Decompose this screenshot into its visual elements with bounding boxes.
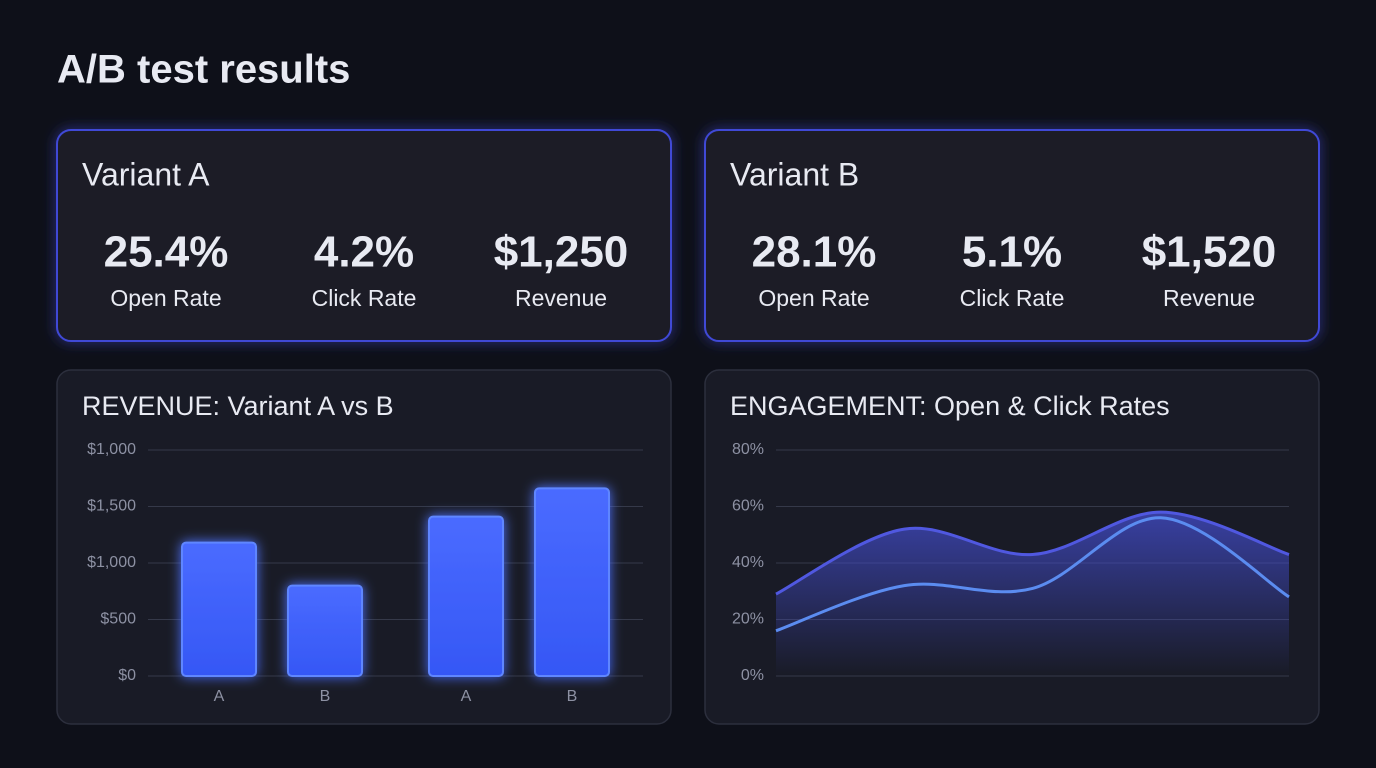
chart-title: ENGAGEMENT: Open & Click Rates xyxy=(730,391,1170,421)
metric-label: Click Rate xyxy=(312,285,417,311)
metric-label: Open Rate xyxy=(110,285,221,311)
page-title: A/B test results xyxy=(57,48,350,92)
variant-card xyxy=(56,129,672,342)
bar xyxy=(428,515,504,677)
variant-name: Variant A xyxy=(82,156,210,192)
x-tick-label: A xyxy=(461,688,472,705)
bar xyxy=(287,584,363,677)
chart-title: REVENUE: Variant A vs B xyxy=(82,391,394,421)
y-tick-label: 60% xyxy=(732,498,764,515)
metric-value: 4.2% xyxy=(314,228,414,277)
variant-card xyxy=(704,129,1320,342)
metric-value: 25.4% xyxy=(104,228,229,277)
y-tick-label: 0% xyxy=(741,667,764,684)
metric-label: Revenue xyxy=(1163,285,1255,311)
line xyxy=(775,510,1290,596)
x-tick-label: A xyxy=(214,688,225,705)
y-tick-label: $500 xyxy=(100,611,136,628)
area xyxy=(776,512,1289,676)
y-tick-label: $1,500 xyxy=(87,498,136,515)
bar xyxy=(534,487,610,678)
y-tick-label: 40% xyxy=(732,554,764,571)
y-tick-label: $0 xyxy=(118,667,136,684)
metric-value: $1,250 xyxy=(494,228,629,277)
x-tick-label: B xyxy=(320,688,331,705)
bar xyxy=(181,541,257,677)
y-tick-label: 20% xyxy=(732,611,764,628)
x-tick-label: B xyxy=(567,688,578,705)
metric-value: $1,520 xyxy=(1142,228,1277,277)
metric-value: 28.1% xyxy=(752,228,877,277)
metric-label: Revenue xyxy=(515,285,607,311)
metric-label: Click Rate xyxy=(960,285,1065,311)
y-tick-label: $1,000 xyxy=(87,554,136,571)
metric-label: Open Rate xyxy=(758,285,869,311)
variant-name: Variant B xyxy=(730,156,859,192)
y-tick-label: 80% xyxy=(732,441,764,458)
metric-value: 5.1% xyxy=(962,228,1062,277)
y-tick-label: $1,000 xyxy=(87,441,136,458)
line xyxy=(775,516,1290,633)
